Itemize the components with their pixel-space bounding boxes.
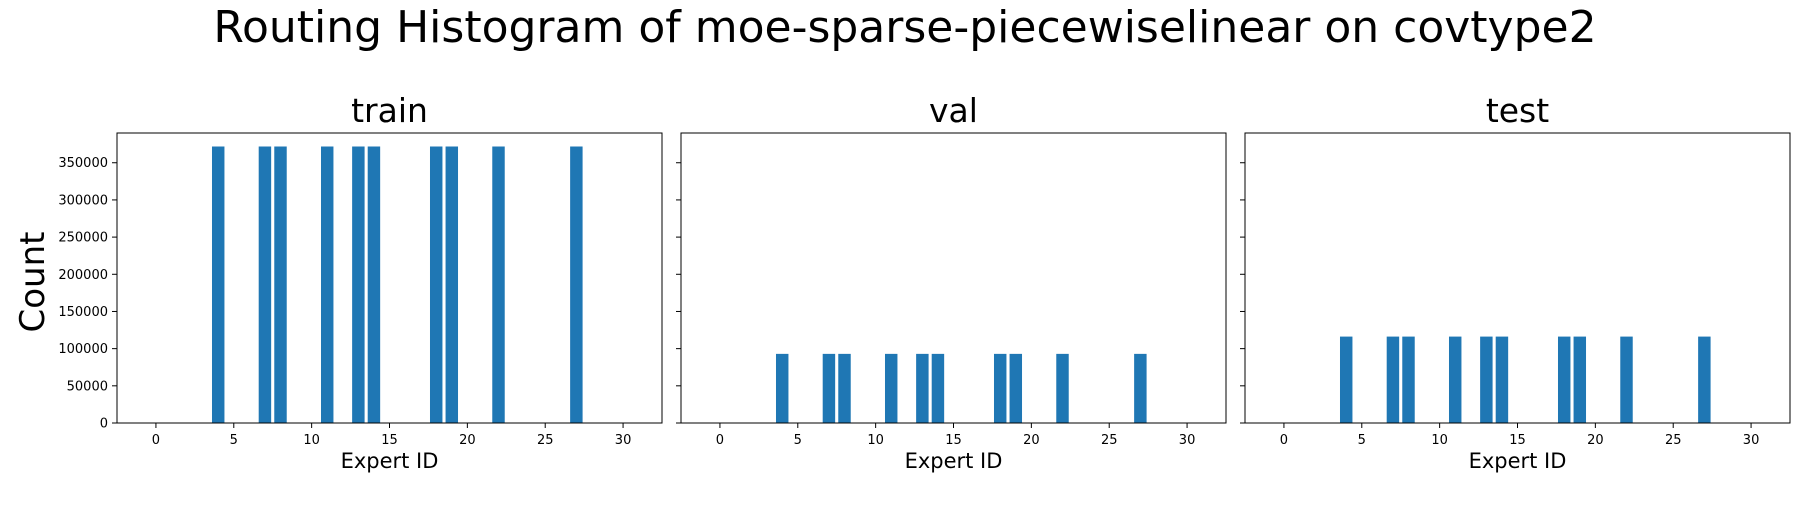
x-axis-label: Expert ID [905, 449, 1003, 473]
subplot-title: val [929, 91, 978, 130]
x-tick-label: 20 [459, 433, 476, 448]
bar-expert-8 [838, 353, 851, 423]
x-tick-label: 10 [1431, 433, 1448, 448]
x-tick-label: 30 [1179, 433, 1196, 448]
x-tick-label: 5 [794, 433, 802, 448]
bar-expert-14 [931, 353, 945, 423]
y-tick-label: 300000 [58, 193, 108, 208]
x-tick-label: 0 [716, 433, 724, 448]
bar-expert-7 [822, 353, 836, 423]
subplot-title: test [1486, 91, 1549, 130]
subplot-train: train Expert ID 0 5 10 15 20 25 30 0 50000 100000 15… [58, 91, 663, 473]
bar-expert-11 [320, 146, 334, 423]
x-tick-label: 5 [230, 433, 238, 448]
bar-expert-19 [1009, 353, 1023, 423]
bar-expert-11 [1448, 336, 1462, 423]
bar-expert-4 [1339, 336, 1353, 423]
bar-expert-22 [492, 146, 505, 423]
y-tick-label: 200000 [58, 268, 108, 283]
bar-expert-18 [993, 353, 1007, 423]
subplot-val: val Expert ID 0 5 10 15 20 25 30 [676, 91, 1227, 473]
x-tick-label: 25 [1101, 433, 1118, 448]
x-tick-label: 20 [1587, 433, 1604, 448]
bar-expert-27 [1134, 353, 1147, 423]
y-tick-label: 0 [100, 417, 108, 432]
x-axis-label: Expert ID [341, 449, 439, 473]
figure-title: Routing Histogram of moe-sparse-piecewis… [213, 2, 1596, 53]
y-tick-label: 350000 [58, 156, 108, 171]
y-tick-label: 100000 [58, 342, 108, 357]
bar-expert-7 [1386, 336, 1400, 423]
bar-expert-14 [1495, 336, 1509, 423]
x-tick-label: 25 [1665, 433, 1682, 448]
x-tick-label: 10 [867, 433, 884, 448]
x-tick-label: 15 [381, 433, 398, 448]
subplot-title: train [351, 91, 428, 130]
bar-expert-13 [352, 146, 365, 423]
bar-expert-11 [884, 353, 898, 423]
x-tick-label: 20 [1023, 433, 1040, 448]
bar-expert-7 [258, 146, 272, 423]
subplot-panels: train Expert ID 0 5 10 15 20 25 30 0 50000 100000 15… [58, 91, 1791, 473]
bar-expert-8 [274, 146, 287, 423]
bar-expert-18 [429, 146, 443, 423]
bar-expert-13 [1480, 336, 1493, 423]
bar-expert-14 [367, 146, 381, 423]
y-tick-label: 150000 [58, 305, 108, 320]
y-axis-label: Count [13, 232, 53, 333]
bar-expert-18 [1557, 336, 1571, 423]
y-tick-label: 250000 [58, 231, 108, 246]
bar-expert-19 [1573, 336, 1587, 423]
x-tick-label: 10 [303, 433, 320, 448]
bar-expert-27 [1698, 336, 1711, 423]
x-tick-label: 15 [945, 433, 962, 448]
x-tick-label: 30 [1743, 433, 1760, 448]
x-tick-label: 30 [615, 433, 632, 448]
x-tick-label: 15 [1509, 433, 1526, 448]
x-tick-label: 25 [537, 433, 554, 448]
bar-expert-22 [1620, 336, 1633, 423]
bar-expert-4 [211, 146, 225, 423]
bar-expert-19 [445, 146, 459, 423]
bar-expert-8 [1402, 336, 1415, 423]
bar-expert-22 [1056, 353, 1069, 423]
y-tick-label: 50000 [67, 379, 108, 394]
bar-expert-27 [570, 146, 583, 423]
bar-expert-13 [916, 353, 929, 423]
bar-expert-4 [775, 353, 789, 423]
x-axis-label: Expert ID [1469, 449, 1567, 473]
x-tick-label: 0 [152, 433, 160, 448]
x-tick-label: 5 [1358, 433, 1366, 448]
subplot-test: test Expert ID 0 5 10 15 20 25 30 [1240, 91, 1791, 473]
x-tick-label: 0 [1280, 433, 1288, 448]
